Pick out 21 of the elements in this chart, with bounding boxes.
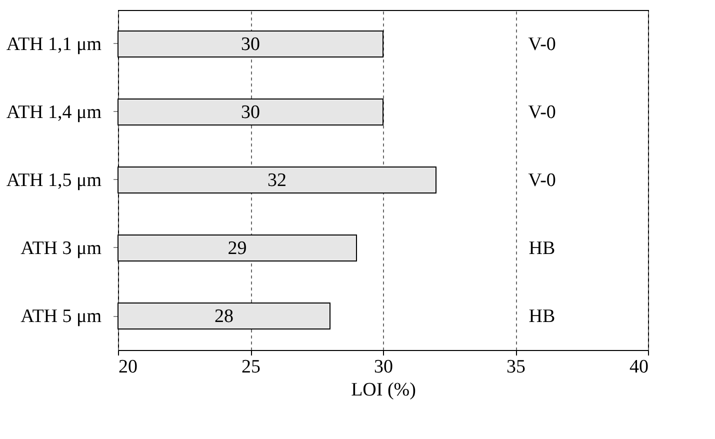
annotation: HB — [528, 306, 556, 327]
y-tick-label: ATH 3 μm — [20, 238, 102, 259]
x-axis-title: LOI (%) — [351, 380, 416, 400]
annotation: V-0 — [528, 170, 556, 191]
data-label: 28 — [214, 306, 234, 327]
y-tick-label: ATH 1,4 μm — [6, 102, 102, 123]
annotation: HB — [528, 238, 556, 259]
x-tick-label: 40 — [630, 356, 648, 378]
y-tick-label: ATH 1,1 μm — [6, 34, 102, 55]
x-tick-label: 35 — [506, 356, 526, 378]
y-tick-label: ATH 5 μm — [20, 306, 102, 327]
x-tick-label: 30 — [374, 356, 393, 378]
y-tick-label: ATH 1,5 μm — [6, 170, 102, 191]
annotation: V-0 — [528, 34, 556, 55]
x-tick-label: 20 — [118, 356, 138, 378]
annotation: V-0 — [528, 102, 556, 123]
data-label: 30 — [241, 34, 260, 55]
data-label: 30 — [241, 102, 260, 123]
data-label: 32 — [268, 170, 286, 191]
data-label: 29 — [228, 238, 247, 259]
x-tick-label: 25 — [242, 356, 260, 378]
